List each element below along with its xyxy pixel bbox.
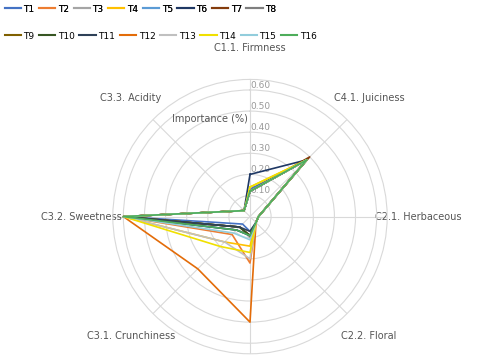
Legend: T1, T2, T3, T4, T5, T6, T7, T8: T1, T2, T3, T4, T5, T6, T7, T8 — [4, 5, 276, 13]
Legend: T9, T10, T11, T12, T13, T14, T15, T16: T9, T10, T11, T12, T13, T14, T15, T16 — [4, 32, 317, 40]
Text: Importance (%): Importance (%) — [172, 114, 248, 124]
